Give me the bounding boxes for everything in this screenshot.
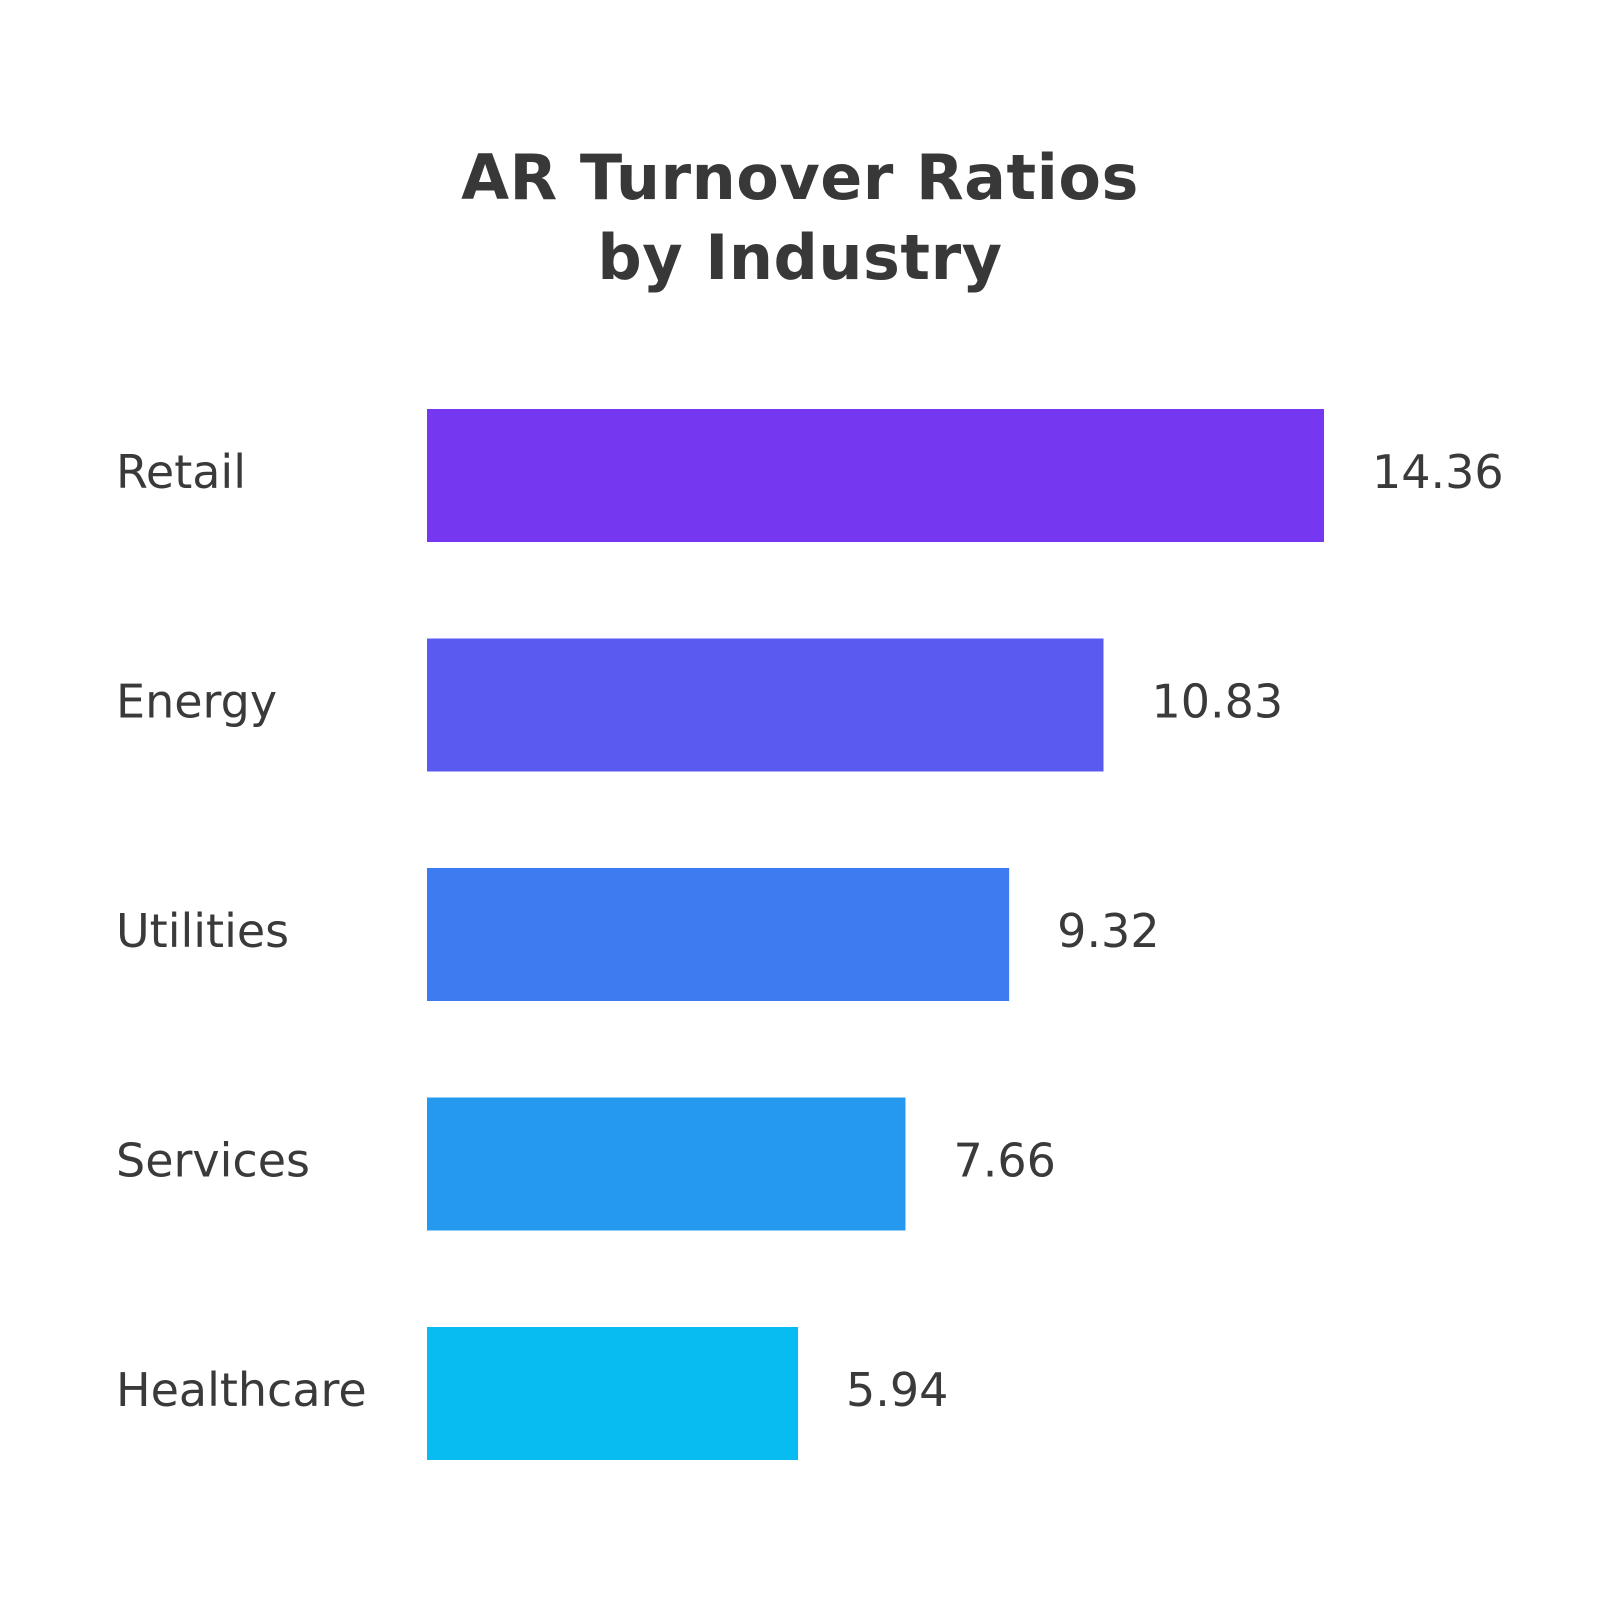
value-label-utilities: 9.32 xyxy=(1057,904,1159,958)
bar-energy xyxy=(427,638,1104,772)
category-label-services: Services xyxy=(116,1134,310,1188)
bar-services xyxy=(427,1097,906,1231)
bar-utilities xyxy=(427,868,1010,1001)
chart-title: AR Turnover Ratios by Industry xyxy=(0,138,1600,298)
category-label-retail: Retail xyxy=(116,445,246,499)
bar-healthcare xyxy=(427,1327,799,1460)
chart-title-line2: by Industry xyxy=(597,221,1003,294)
category-label-healthcare: Healthcare xyxy=(116,1363,367,1417)
value-label-energy: 10.83 xyxy=(1151,675,1283,729)
value-label-healthcare: 5.94 xyxy=(846,1363,948,1417)
category-label-energy: Energy xyxy=(116,675,277,729)
bar-retail xyxy=(427,409,1324,542)
value-label-services: 7.66 xyxy=(953,1134,1055,1188)
value-label-retail: 14.36 xyxy=(1372,445,1504,499)
category-label-utilities: Utilities xyxy=(116,904,289,958)
chart-title-line1: AR Turnover Ratios xyxy=(461,141,1139,214)
